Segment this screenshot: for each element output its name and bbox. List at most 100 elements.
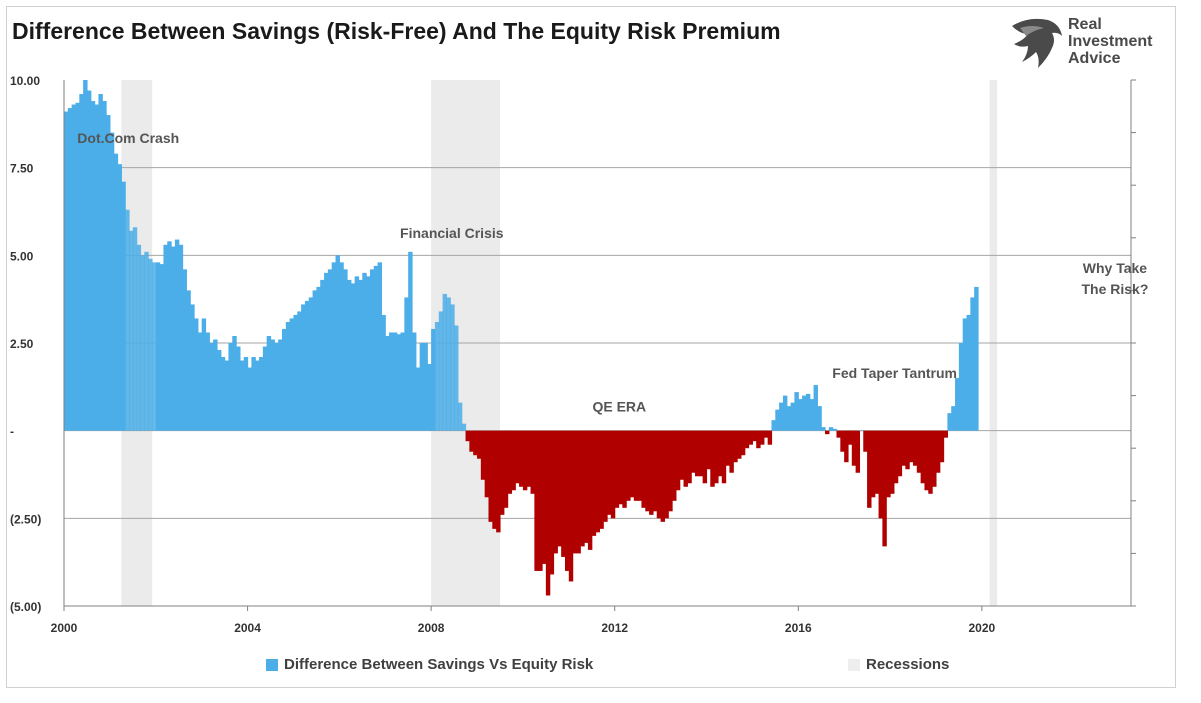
bar [442, 293, 448, 431]
logo-text: Real Investment Advice [1068, 16, 1152, 67]
bar [519, 430, 524, 487]
bar [469, 430, 474, 452]
eagle-logo-icon [1012, 18, 1062, 68]
bar [932, 430, 937, 487]
bar [526, 430, 532, 487]
bar [331, 262, 337, 431]
bar [343, 269, 348, 431]
bar [618, 430, 623, 505]
x-tick-label: 2020 [968, 621, 995, 635]
bar [794, 392, 799, 431]
bar [228, 343, 233, 431]
bar [886, 430, 891, 498]
bar [308, 297, 314, 431]
bar [438, 311, 444, 431]
bar [859, 430, 864, 432]
bar [75, 102, 80, 431]
y-tick-label: (5.00) [10, 600, 41, 614]
bar [813, 385, 818, 431]
bar [400, 332, 405, 431]
bar [530, 430, 535, 494]
bar [660, 430, 666, 522]
bar [171, 246, 176, 431]
bar [289, 318, 295, 431]
bar [568, 430, 574, 582]
bar [572, 430, 578, 554]
bar [538, 430, 543, 571]
logo: Real Investment Advice [1008, 14, 1168, 74]
bar [457, 402, 463, 431]
bar [159, 264, 165, 431]
bar [821, 427, 826, 431]
bar [916, 430, 922, 473]
bar [320, 279, 325, 431]
bar [672, 430, 677, 501]
bar [920, 430, 926, 484]
bar [431, 328, 436, 431]
bar [935, 430, 941, 473]
bar [901, 430, 906, 466]
bar [771, 420, 776, 431]
bar [943, 430, 948, 438]
bar [817, 406, 822, 431]
bar [423, 343, 428, 431]
bar [633, 430, 639, 501]
bar [67, 108, 73, 431]
bar [748, 430, 753, 445]
bar [786, 406, 792, 431]
bar [867, 430, 872, 508]
bar [381, 314, 386, 431]
bar [691, 430, 696, 473]
bar [580, 430, 585, 547]
bar [450, 304, 455, 431]
bar [947, 413, 952, 431]
bar [415, 367, 421, 431]
bar [255, 360, 260, 431]
bar [629, 430, 635, 498]
bar [140, 255, 145, 431]
bar [174, 239, 180, 431]
bar [744, 430, 750, 449]
bar [840, 430, 845, 452]
bar [522, 430, 528, 491]
bar [698, 430, 704, 477]
legend-item-recessions: Recessions [848, 656, 949, 673]
bar [251, 357, 256, 431]
bar [358, 279, 363, 431]
bar [763, 430, 769, 438]
bar [641, 430, 646, 508]
bar [805, 393, 811, 431]
x-tick-label: 2004 [234, 621, 261, 635]
bar [664, 430, 669, 519]
bar [874, 430, 880, 494]
bar [216, 350, 222, 431]
bar [377, 262, 383, 431]
x-tick-label: 2012 [601, 621, 628, 635]
bar [974, 286, 979, 431]
bar [167, 241, 172, 431]
bar [197, 332, 203, 431]
bar [779, 402, 784, 431]
bar [607, 430, 612, 515]
bar [209, 343, 214, 431]
bar [301, 304, 306, 431]
legend-item-series: Difference Between Savings Vs Equity Ris… [266, 656, 593, 673]
bar [64, 111, 69, 431]
bar [205, 332, 210, 431]
bar [878, 430, 883, 519]
y-tick-label: 7.50 [10, 162, 34, 176]
bar [649, 430, 654, 515]
bar [213, 339, 218, 431]
bar [362, 272, 367, 431]
bar [652, 430, 658, 512]
bar [710, 430, 715, 487]
x-tick-label: 2008 [418, 621, 445, 635]
bar [756, 430, 761, 449]
bar [557, 430, 562, 547]
bar [408, 251, 413, 431]
bar [924, 430, 929, 491]
bar [151, 262, 157, 431]
chart-annotation: Why Take [1083, 260, 1148, 276]
bar [90, 101, 96, 431]
